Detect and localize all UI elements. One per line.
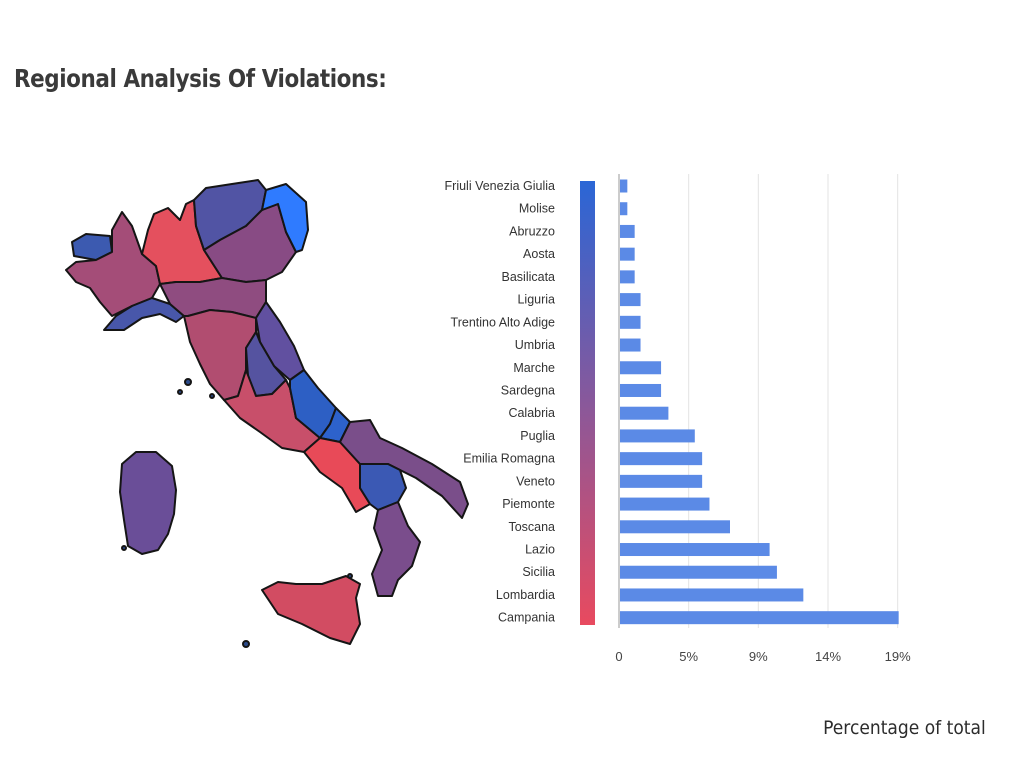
bar [620, 338, 641, 352]
x-axis-label: Percentage of total [823, 717, 986, 739]
category-label: Emilia Romagna [463, 452, 555, 466]
category-label: Marche [513, 361, 555, 375]
x-tick-label: 5% [679, 649, 698, 664]
category-label: Lombardia [496, 588, 555, 602]
bar [620, 224, 635, 238]
bar [620, 361, 662, 375]
bar [620, 474, 703, 488]
map-region-sardegna [119, 451, 177, 555]
category-label: Sicilia [522, 565, 555, 579]
map-region-calabria [371, 501, 421, 597]
category-label: Calabria [508, 406, 555, 420]
page-title: Regional Analysis Of Violations: [14, 64, 387, 93]
map-island [177, 389, 183, 395]
bar [620, 179, 628, 193]
bar [620, 565, 777, 579]
bar [620, 270, 635, 284]
bar [620, 611, 899, 625]
bar [620, 588, 804, 602]
bar [620, 520, 730, 534]
bar [620, 247, 635, 261]
map-island [121, 545, 127, 551]
map-region-friuli [261, 183, 309, 253]
category-label: Sardegna [501, 383, 555, 397]
bar [620, 543, 770, 557]
category-label: Aosta [523, 247, 555, 261]
category-label: Umbria [515, 338, 555, 352]
bar [620, 429, 695, 443]
bar [620, 497, 710, 511]
map-island [184, 378, 192, 386]
map-region-piemonte [65, 211, 161, 317]
x-tick-label: 0 [615, 649, 622, 664]
map-island [347, 573, 353, 579]
bar [620, 406, 669, 420]
map-region-sicilia [261, 575, 361, 645]
x-tick-label: 19% [885, 649, 911, 664]
color-gradient-legend [580, 181, 595, 625]
bar [620, 202, 628, 216]
category-label: Piemonte [502, 497, 555, 511]
category-label: Puglia [520, 429, 555, 443]
bar [620, 383, 662, 397]
category-label: Trentino Alto Adige [451, 315, 556, 329]
x-tick-label: 14% [815, 649, 841, 664]
category-label: Abruzzo [509, 224, 555, 238]
bar [620, 452, 703, 466]
map-region-basilicata [359, 463, 407, 511]
category-label: Basilicata [502, 270, 556, 284]
category-label: Veneto [516, 474, 555, 488]
category-label: Molise [519, 202, 555, 216]
map-island [209, 393, 215, 399]
map-island [242, 640, 250, 648]
violations-bar-chart: Friuli Venezia Giulia Molise Abruzzo Aosta B… [445, 174, 911, 664]
category-label: Campania [498, 611, 555, 625]
bar [620, 293, 641, 307]
italy-choropleth-map [65, 179, 469, 648]
bar [620, 315, 641, 329]
category-label: Friuli Venezia Giulia [445, 179, 556, 193]
category-label: Lazio [525, 543, 555, 557]
category-label: Toscana [508, 520, 555, 534]
x-tick-label: 9% [749, 649, 768, 664]
category-label: Liguria [517, 293, 555, 307]
